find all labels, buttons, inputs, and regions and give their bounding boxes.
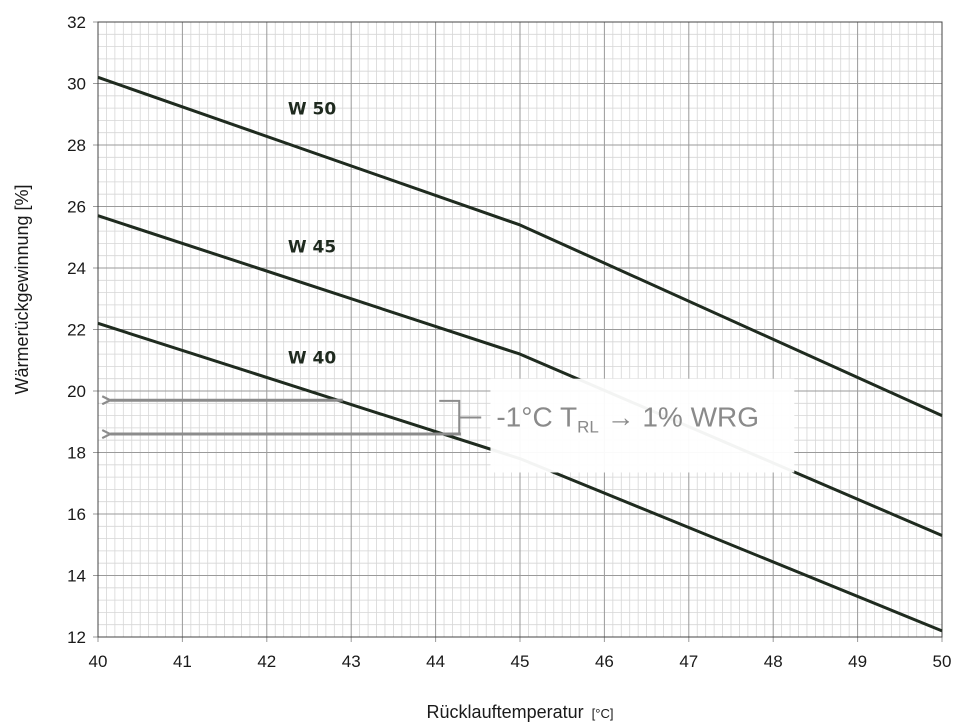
- x-axis-ticks: 40 41 42 43 44 45 46 47 48 49 50: [89, 652, 952, 671]
- x-tick-label: 42: [257, 652, 276, 671]
- series-label-w50: W 50: [288, 99, 336, 119]
- series-label-w45: W 45: [288, 238, 336, 258]
- y-tick-label: 24: [67, 259, 86, 278]
- x-axis-label: Rücklauftemperatur [°C]: [427, 702, 614, 722]
- y-axis-label: Wärmerückgewinnung [%]: [12, 184, 32, 394]
- y-tick-label: 28: [67, 136, 86, 155]
- plot-frame: [97, 21, 943, 638]
- series-line-w50: [97, 75, 943, 417]
- y-tick-label: 16: [67, 505, 86, 524]
- x-axis-unit: [°C]: [592, 706, 614, 721]
- series-line-w45: [97, 214, 943, 537]
- y-tick-label: 26: [67, 198, 86, 217]
- annotation-text-rest: → 1% WRG: [599, 401, 759, 432]
- annotation-text: -1°C TRL → 1% WRG: [496, 401, 759, 436]
- y-tick-label: 30: [67, 75, 86, 94]
- x-tick-label: 43: [342, 652, 361, 671]
- x-tick-label: 44: [426, 652, 445, 671]
- y-tick-label: 18: [67, 444, 86, 463]
- x-tick-label: 41: [173, 652, 192, 671]
- x-tick-label: 49: [848, 652, 867, 671]
- y-tick-label: 22: [67, 321, 86, 340]
- x-axis-label-text: Rücklauftemperatur: [427, 702, 584, 722]
- y-tick-label: 12: [67, 628, 86, 647]
- major-gridlines: [93, 21, 943, 642]
- x-tick-label: 46: [595, 652, 614, 671]
- annotation: -1°C TRL → 1% WRG: [110, 378, 795, 473]
- x-tick-label: 48: [764, 652, 783, 671]
- y-tick-label: 14: [67, 567, 86, 586]
- y-tick-label: 20: [67, 382, 86, 401]
- annotation-bracket: [439, 399, 482, 436]
- annotation-text-main: -1°C T: [496, 401, 577, 432]
- series-labels: W 50 W 45 W 40: [288, 99, 336, 368]
- x-tick-label: 47: [679, 652, 698, 671]
- series-label-w40: W 40: [288, 348, 336, 368]
- annotation-box: [490, 378, 795, 473]
- y-tick-label: 32: [67, 13, 86, 32]
- annotation-subscript: RL: [577, 417, 599, 436]
- x-tick-label: 40: [89, 652, 108, 671]
- x-tick-label: 45: [511, 652, 530, 671]
- x-tick-label: 50: [933, 652, 952, 671]
- y-axis-ticks: 12 14 16 18 20 22 24 26 28 30 32: [67, 13, 86, 647]
